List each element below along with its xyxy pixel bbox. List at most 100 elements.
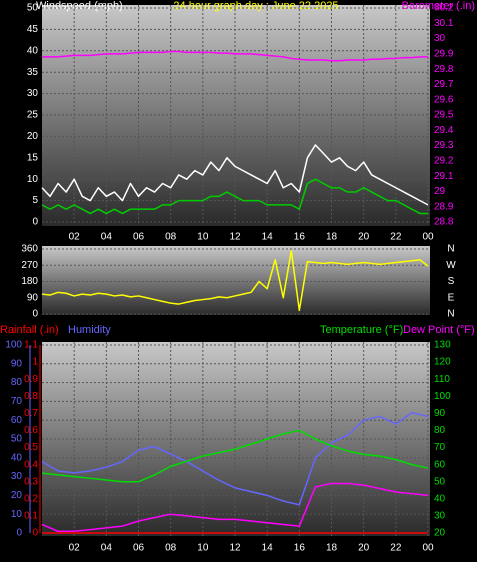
series-line xyxy=(41,144,429,206)
y3-tick-label: 0.3 xyxy=(24,476,38,487)
y-tick-label: 60 xyxy=(11,415,23,426)
y2-tick-label: 30 xyxy=(434,511,446,522)
series-line xyxy=(41,250,429,312)
y2-tick-label: 120 xyxy=(434,357,451,368)
y-tick-label: 0 xyxy=(32,309,38,320)
x-tick-label: 22 xyxy=(390,232,402,243)
y-tick-label: 35 xyxy=(27,67,39,78)
y-tick-label: 20 xyxy=(11,490,23,501)
y2-tick-label: 29.2 xyxy=(434,155,454,166)
y3-tick-label: 0.6 xyxy=(24,425,38,436)
series-line xyxy=(41,178,428,215)
x-tick-label: 02 xyxy=(69,543,81,554)
legend-humidity: Humidity xyxy=(68,324,111,336)
x-tick-label: 04 xyxy=(101,543,113,554)
y2-tick-label: N xyxy=(447,244,454,255)
y-tick-label: 40 xyxy=(27,45,39,56)
y2-tick-label: 30.1 xyxy=(434,18,454,29)
x-tick-label: 20 xyxy=(358,232,370,243)
barometer-axis-title: Barometer (.in) xyxy=(402,0,475,12)
y3-tick-label: 0.7 xyxy=(24,408,38,419)
y2-tick-label: 28.8 xyxy=(434,217,454,228)
y-tick-label: 0 xyxy=(16,528,22,539)
y-tick-label: 5 xyxy=(32,195,38,206)
series-line xyxy=(41,411,429,506)
x-tick-label: 20 xyxy=(358,543,370,554)
y2-tick-label: 29.6 xyxy=(434,94,454,105)
y2-tick-label: 20 xyxy=(434,528,446,539)
x-tick-label: 12 xyxy=(229,543,241,554)
y-tick-label: 45 xyxy=(27,24,39,35)
y-tick-label: 25 xyxy=(27,110,39,121)
y2-tick-label: S xyxy=(448,276,455,287)
y-tick-label: 10 xyxy=(27,174,39,185)
y-tick-label: 80 xyxy=(11,377,23,388)
x-tick-label: 22 xyxy=(390,543,402,554)
y3-tick-label: 0.4 xyxy=(24,459,38,470)
y2-tick-label: N xyxy=(447,309,454,320)
y-tick-label: 20 xyxy=(27,131,39,142)
y2-tick-label: 50 xyxy=(434,476,446,487)
y-tick-label: 270 xyxy=(21,260,38,271)
y2-tick-label: 29 xyxy=(434,186,446,197)
y2-tick-label: 100 xyxy=(434,391,451,402)
y2-tick-label: 29.7 xyxy=(434,79,454,90)
y-tick-label: 10 xyxy=(11,509,23,520)
y-tick-label: 100 xyxy=(5,340,22,351)
y2-tick-label: 28.9 xyxy=(434,201,454,212)
y-tick-label: 50 xyxy=(27,3,39,14)
y2-tick-label: 30 xyxy=(434,33,446,44)
x-tick-label: 06 xyxy=(133,543,145,554)
y2-tick-label: 30.2 xyxy=(434,3,454,14)
y2-tick-label: 29.1 xyxy=(434,171,454,182)
y2-tick-label: W xyxy=(446,260,456,271)
y2-tick-label: 90 xyxy=(434,408,446,419)
y-tick-label: 30 xyxy=(11,471,23,482)
chart-title: 24 hour graph day : June 22 2025 xyxy=(173,0,338,12)
y2-tick-label: 29.5 xyxy=(434,110,454,121)
y-tick-label: 90 xyxy=(27,292,39,303)
y-tick-label: 0 xyxy=(32,217,38,228)
y-tick-label: 70 xyxy=(11,396,23,407)
x-tick-label: 10 xyxy=(197,232,209,243)
y2-tick-label: 110 xyxy=(434,374,450,385)
y3-tick-label: 0.8 xyxy=(24,391,38,402)
x-tick-label: 04 xyxy=(101,232,113,243)
y3-tick-label: 0.1 xyxy=(24,511,38,522)
legend-dew-point: Dew Point (°F) xyxy=(403,324,475,336)
y-tick-label: 90 xyxy=(11,358,23,369)
y2-tick-label: 40 xyxy=(434,493,446,504)
x-tick-label: 16 xyxy=(294,232,306,243)
x-tick-label: 08 xyxy=(165,543,177,554)
series-line xyxy=(41,482,429,533)
x-tick-label: 18 xyxy=(326,543,338,554)
y2-tick-label: E xyxy=(448,292,455,303)
y3-tick-label: 1 xyxy=(32,357,38,368)
y-tick-label: 180 xyxy=(21,276,38,287)
y3-tick-label: 0.2 xyxy=(24,493,38,504)
x-tick-label: 14 xyxy=(262,232,274,243)
series-line xyxy=(41,429,429,483)
y3-tick-label: 0.5 xyxy=(24,442,38,453)
x-tick-label: 10 xyxy=(197,543,209,554)
x-tick-label: 18 xyxy=(326,232,338,243)
x-tick-label: 00 xyxy=(422,232,434,243)
y2-tick-label: 60 xyxy=(434,459,446,470)
y3-tick-label: 0.9 xyxy=(24,374,38,385)
y-tick-label: 15 xyxy=(27,152,39,163)
y2-tick-label: 130 xyxy=(434,340,451,351)
x-tick-label: 00 xyxy=(422,543,434,554)
y2-tick-label: 29.9 xyxy=(434,48,454,59)
legend-temperature: Temperature (°F) xyxy=(320,324,403,336)
y-tick-label: 360 xyxy=(21,244,38,255)
x-tick-label: 16 xyxy=(294,543,306,554)
y2-tick-label: 80 xyxy=(434,425,446,436)
x-tick-label: 12 xyxy=(229,232,241,243)
y-tick-label: 30 xyxy=(27,88,39,99)
y3-tick-label: 1.1 xyxy=(24,340,38,351)
x-tick-label: 08 xyxy=(165,232,177,243)
x-tick-label: 06 xyxy=(133,232,145,243)
x-tick-label: 02 xyxy=(69,232,81,243)
x-tick-label: 14 xyxy=(262,543,274,554)
